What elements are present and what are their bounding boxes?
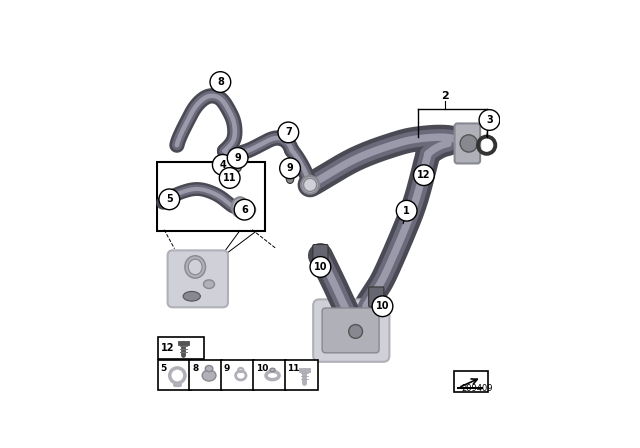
Text: 11: 11 xyxy=(287,364,300,373)
Ellipse shape xyxy=(185,256,205,278)
FancyBboxPatch shape xyxy=(454,124,480,164)
Text: 1: 1 xyxy=(403,206,410,216)
Text: 9: 9 xyxy=(287,163,293,173)
Circle shape xyxy=(460,135,477,152)
Text: 12: 12 xyxy=(161,343,175,353)
Circle shape xyxy=(210,72,231,92)
FancyBboxPatch shape xyxy=(253,360,286,390)
Ellipse shape xyxy=(270,368,275,372)
Circle shape xyxy=(372,296,393,317)
FancyBboxPatch shape xyxy=(221,360,254,390)
Ellipse shape xyxy=(349,324,362,338)
Ellipse shape xyxy=(286,174,294,184)
Circle shape xyxy=(212,155,233,175)
FancyBboxPatch shape xyxy=(313,245,328,267)
FancyBboxPatch shape xyxy=(157,360,191,390)
Text: 9: 9 xyxy=(224,364,230,373)
Ellipse shape xyxy=(204,280,214,289)
FancyBboxPatch shape xyxy=(313,299,389,362)
Text: 209409: 209409 xyxy=(461,383,493,392)
FancyBboxPatch shape xyxy=(369,287,384,307)
Circle shape xyxy=(280,158,300,179)
Circle shape xyxy=(479,110,500,130)
Text: 8: 8 xyxy=(217,77,224,87)
Ellipse shape xyxy=(234,162,241,172)
Text: 3: 3 xyxy=(486,115,493,125)
Text: 11: 11 xyxy=(223,173,236,183)
Ellipse shape xyxy=(235,201,245,214)
Ellipse shape xyxy=(301,176,319,194)
FancyBboxPatch shape xyxy=(322,308,379,353)
Circle shape xyxy=(220,168,240,188)
Circle shape xyxy=(278,122,299,143)
Text: 12: 12 xyxy=(417,170,431,180)
Text: 5: 5 xyxy=(161,364,166,373)
Ellipse shape xyxy=(303,178,317,191)
FancyBboxPatch shape xyxy=(157,337,204,359)
FancyBboxPatch shape xyxy=(454,371,488,392)
Text: 8: 8 xyxy=(192,364,198,373)
Text: 7: 7 xyxy=(285,127,292,138)
Text: 5: 5 xyxy=(166,194,173,204)
FancyBboxPatch shape xyxy=(157,162,264,232)
Text: 10: 10 xyxy=(376,301,389,311)
Ellipse shape xyxy=(205,366,213,372)
Text: 2: 2 xyxy=(442,91,449,101)
FancyBboxPatch shape xyxy=(168,250,228,307)
Ellipse shape xyxy=(247,204,255,215)
Text: 10: 10 xyxy=(314,262,327,272)
Ellipse shape xyxy=(188,259,202,275)
Circle shape xyxy=(234,199,255,220)
Text: 10: 10 xyxy=(255,364,268,373)
Text: 4: 4 xyxy=(220,160,226,170)
Circle shape xyxy=(396,200,417,221)
Ellipse shape xyxy=(232,197,248,217)
Ellipse shape xyxy=(183,292,200,301)
FancyBboxPatch shape xyxy=(285,360,317,390)
FancyBboxPatch shape xyxy=(189,360,223,390)
Circle shape xyxy=(227,147,248,168)
Circle shape xyxy=(310,257,331,277)
Circle shape xyxy=(413,165,435,185)
Text: 9: 9 xyxy=(234,153,241,163)
Circle shape xyxy=(159,189,180,210)
Text: 6: 6 xyxy=(241,205,248,215)
Ellipse shape xyxy=(202,370,216,381)
